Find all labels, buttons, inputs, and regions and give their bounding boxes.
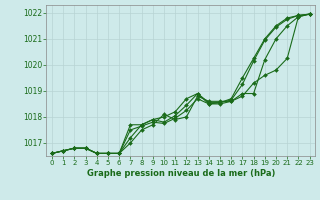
X-axis label: Graphe pression niveau de la mer (hPa): Graphe pression niveau de la mer (hPa)	[87, 169, 275, 178]
